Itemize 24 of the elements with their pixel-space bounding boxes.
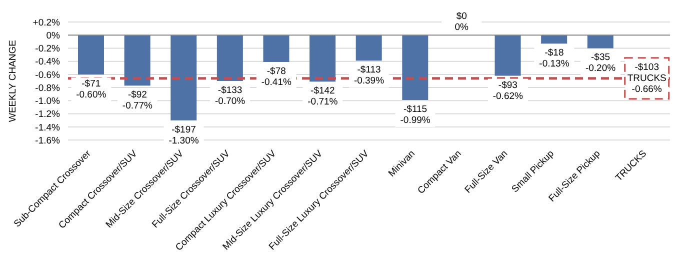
data-label: -$18 -0.13% xyxy=(539,48,570,70)
y-tick-label: -0.4% xyxy=(35,56,61,68)
data-label: -$35 -0.20% xyxy=(585,52,616,74)
data-label: -$78 -0.41% xyxy=(261,66,292,88)
data-label: -$93 -0.62% xyxy=(492,80,524,102)
y-tick-label: -1.4% xyxy=(35,122,61,134)
y-tick-label: -0.2% xyxy=(35,44,61,55)
y-tick-label: -1.6% xyxy=(35,135,61,146)
ref-line-label: -$103 TRUCKS -0.66% xyxy=(627,62,666,95)
y-tick-label: -0.8% xyxy=(35,82,61,94)
y-axis-title: WEEKLY CHANGE xyxy=(7,40,18,122)
y-tick-label: -0.6% xyxy=(35,70,61,81)
data-label: -$113 -0.39% xyxy=(354,64,385,87)
data-label: $0 0% xyxy=(454,11,470,34)
data-label: -$142 -0.71% xyxy=(308,86,338,108)
data-label: -$71 -0.60% xyxy=(76,78,107,100)
y-tick-label: 0% xyxy=(46,30,61,42)
data-label: -$197 -1.30% xyxy=(168,124,200,146)
data-label: -$92 -0.77% xyxy=(122,90,154,112)
y-tick-label: -1.0% xyxy=(35,96,61,108)
y-tick-label: +0.2% xyxy=(32,17,61,28)
data-label: -$115 -0.99% xyxy=(400,104,431,126)
y-tick-label: -1.2% xyxy=(35,109,61,120)
data-label: -$133 -0.70% xyxy=(215,85,246,107)
